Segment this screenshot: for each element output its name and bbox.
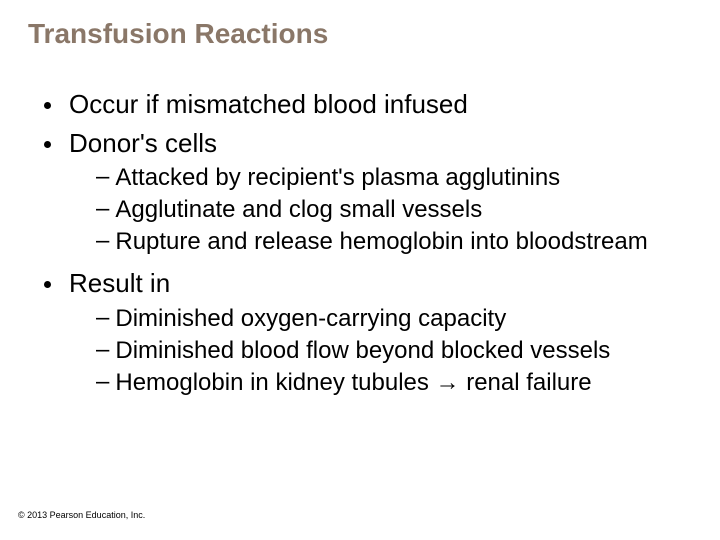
bullet-row: Donor's cells bbox=[44, 127, 692, 160]
bullet-text: Agglutinate and clog small vessels bbox=[115, 195, 482, 225]
list-item: – Agglutinate and clog small vessels bbox=[96, 195, 692, 225]
list-item: – Hemoglobin in kidney tubules → renal f… bbox=[96, 368, 692, 398]
bullet-dot-icon bbox=[44, 141, 51, 148]
bullet-text: Result in bbox=[69, 267, 170, 300]
list-item: Occur if mismatched blood infused bbox=[44, 88, 692, 121]
bullet-dot-icon bbox=[44, 281, 51, 288]
dash-icon: – bbox=[96, 304, 109, 332]
slide: Transfusion Reactions Occur if mismatche… bbox=[0, 0, 720, 540]
bullet-text: Occur if mismatched blood infused bbox=[69, 88, 468, 121]
dash-icon: – bbox=[96, 336, 109, 364]
slide-body: Occur if mismatched blood infused Donor'… bbox=[28, 88, 692, 398]
list-item: Result in – Diminished oxygen-carrying c… bbox=[44, 267, 692, 398]
bullet-text: Hemoglobin in kidney tubules → renal fai… bbox=[115, 368, 591, 398]
list-item: Donor's cells – Attacked by recipient's … bbox=[44, 127, 692, 258]
bullet-text: Attacked by recipient's plasma agglutini… bbox=[115, 163, 560, 193]
dash-icon: – bbox=[96, 227, 109, 255]
dash-icon: – bbox=[96, 163, 109, 191]
dash-icon: – bbox=[96, 368, 109, 396]
list-item: – Diminished blood flow beyond blocked v… bbox=[96, 336, 692, 366]
dash-icon: – bbox=[96, 195, 109, 223]
bullet-text: Diminished oxygen-carrying capacity bbox=[115, 304, 506, 334]
bullet-list-lvl1: Occur if mismatched blood infused Donor'… bbox=[44, 88, 692, 398]
slide-title: Transfusion Reactions bbox=[28, 18, 692, 50]
list-item: – Attacked by recipient's plasma aggluti… bbox=[96, 163, 692, 193]
bullet-dot-icon bbox=[44, 102, 51, 109]
bullet-list-lvl2: – Attacked by recipient's plasma aggluti… bbox=[96, 163, 692, 257]
bullet-text: Donor's cells bbox=[69, 127, 217, 160]
list-item: – Diminished oxygen-carrying capacity bbox=[96, 304, 692, 334]
list-item: – Rupture and release hemoglobin into bl… bbox=[96, 227, 692, 257]
bullet-text: Diminished blood flow beyond blocked ves… bbox=[115, 336, 610, 366]
copyright-text: © 2013 Pearson Education, Inc. bbox=[18, 510, 145, 520]
bullet-row: Occur if mismatched blood infused bbox=[44, 88, 692, 121]
bullet-text: Rupture and release hemoglobin into bloo… bbox=[115, 227, 647, 257]
bullet-row: Result in bbox=[44, 267, 692, 300]
bullet-list-lvl2: – Diminished oxygen-carrying capacity – … bbox=[96, 304, 692, 398]
